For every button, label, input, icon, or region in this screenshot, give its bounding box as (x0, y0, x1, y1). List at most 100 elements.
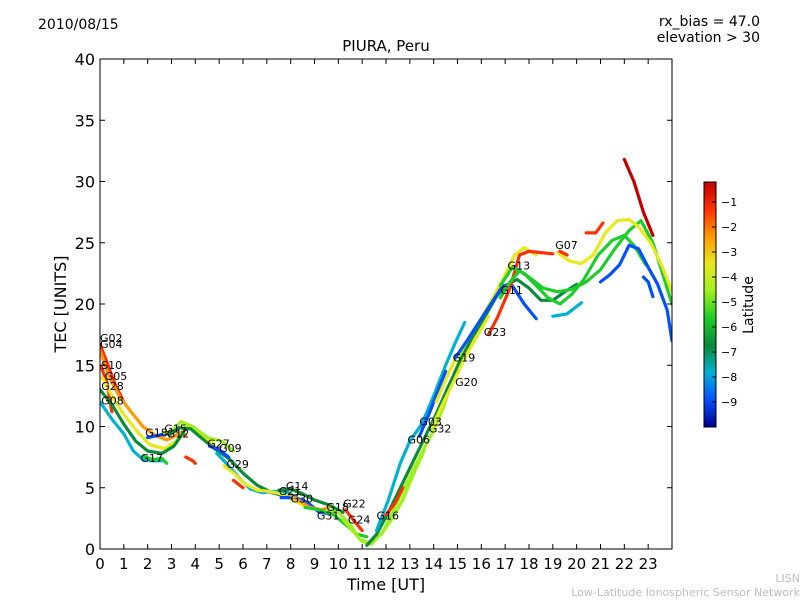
colorbar-tick-label: −4 (721, 271, 737, 284)
satellite-label: G11 (500, 284, 523, 297)
series-g14-line (277, 487, 345, 514)
satellite-label: G06 (407, 434, 430, 447)
y-axis-label: TEC [UNITS] (51, 256, 70, 354)
satellite-label: G03 (419, 415, 442, 428)
x-tick-label: 10 (329, 555, 348, 573)
x-tick-label: 13 (400, 555, 419, 573)
series-g22-line (343, 508, 364, 533)
satellite-label: G13 (508, 260, 531, 273)
rx-bias-label: rx_bias = 47.0 (658, 14, 760, 30)
satellite-label: G18 (326, 501, 349, 514)
satellite-label: G23 (484, 326, 507, 339)
x-tick-label: 4 (191, 555, 201, 573)
chart-title: PIURA, Peru (342, 37, 430, 55)
footer: LISN Low-Latitude Ionospheric Sensor Net… (571, 572, 800, 600)
satellite-label: G29 (226, 458, 249, 471)
colorbar-tick-label: −5 (721, 296, 737, 309)
x-axis-label: Time [UT] (346, 575, 425, 594)
x-tick-label: 11 (353, 555, 372, 573)
satellite-label: G02 (100, 332, 123, 345)
series-g17-line (141, 454, 169, 465)
x-tick-label: 0 (95, 555, 105, 573)
satellite-label: G05 (105, 370, 128, 383)
footer-line1: LISN (775, 572, 800, 585)
x-tick-label: 7 (262, 555, 272, 573)
satellite-labels: G02G04S10G05G28G08G18G15G12G17G27G09G29G… (100, 239, 578, 526)
series-g29-line (222, 464, 319, 511)
satellite-label: G27 (207, 437, 230, 450)
x-tick-label: 1 (119, 555, 129, 573)
series-g16-line (365, 277, 579, 547)
series-g07r-line (558, 249, 569, 257)
series-g21-line (279, 496, 331, 516)
satellite-label: G28 (101, 380, 124, 393)
series-g10-line (584, 221, 605, 235)
colorbar: −1 −2 −3 −4 −5 −6 −7 −8 −9 Latitude (703, 181, 757, 428)
x-tick-label: 12 (376, 555, 395, 573)
satellite-label: G31 (317, 510, 340, 523)
info-box: rx_bias = 47.0 elevation > 30 (657, 14, 760, 46)
series-g25-line (598, 243, 672, 343)
satellite-label: G14 (286, 480, 309, 493)
series-g27-line (208, 444, 231, 459)
satellite-label: G22 (343, 497, 366, 510)
colorbar-tick-label: −9 (721, 396, 737, 409)
satellite-label: G09 (219, 442, 242, 455)
x-tick-label: 18 (519, 555, 538, 573)
satellite-label: G15 (164, 423, 187, 436)
series-g12b-line (184, 455, 197, 465)
series-g06-line (374, 320, 467, 533)
x-tick-label: 9 (310, 555, 320, 573)
series-g29b-line (231, 478, 245, 490)
colorbar-ticks: −1 −2 −3 −4 −5 −6 −7 −8 −9 (712, 196, 737, 409)
colorbar-tick-label: −6 (721, 321, 737, 334)
series-g02-line (100, 342, 126, 404)
colorbar-tick-label: −7 (721, 346, 737, 359)
satellite-label: G16 (376, 510, 399, 523)
satellite-label: G30 (291, 492, 314, 505)
y-tick-label: 35 (75, 111, 95, 130)
satellite-label: G24 (348, 513, 371, 526)
plot-frame (99, 58, 673, 550)
satellite-label: G17 (141, 452, 164, 465)
x-tick-label: 17 (496, 555, 515, 573)
y-tick-label: 15 (75, 356, 95, 375)
satellite-label: G32 (429, 423, 452, 436)
x-tick-label: 14 (424, 555, 443, 573)
colorbar-tick-label: −2 (721, 221, 737, 234)
y-tick-label: 40 (75, 50, 95, 69)
satellite-label: G04 (100, 338, 123, 351)
colorbar-tick-label: −8 (721, 371, 737, 384)
elevation-label: elevation > 30 (656, 30, 760, 46)
series-g03-line (417, 369, 448, 438)
colorbar-gradient (703, 181, 717, 428)
x-tick-label: 23 (639, 555, 658, 573)
y-tick-label: 10 (75, 418, 95, 437)
series-g32-line (429, 314, 491, 431)
x-tick-label: 6 (238, 555, 248, 573)
series-g07-line (556, 217, 672, 294)
series-g31-line (303, 505, 369, 539)
satellite-label: G19 (453, 352, 476, 365)
x-tick-label: 21 (591, 555, 610, 573)
colorbar-tick-label: −1 (721, 196, 737, 209)
series-g13-line (498, 233, 648, 306)
colorbar-tick-label: −3 (721, 246, 737, 259)
footer-line2: Low-Latitude Ionospheric Sensor Network (571, 586, 800, 599)
series-g19-line (453, 284, 538, 360)
satellite-label: G07 (555, 239, 578, 252)
x-tick-label: 15 (448, 555, 467, 573)
y-tick-label: 5 (85, 479, 95, 498)
x-tick-label: 8 (286, 555, 296, 573)
series-g23-line (486, 249, 555, 337)
y-tick-label: 0 (85, 540, 95, 559)
x-tick-label: 3 (167, 555, 177, 573)
x-tick-label: 2 (143, 555, 153, 573)
x-tick-label: 5 (214, 555, 224, 573)
series-layer (100, 157, 672, 547)
colorbar-label: Latitude (741, 276, 757, 334)
y-tick-label: 25 (75, 234, 95, 253)
x-tick-label: 20 (567, 555, 586, 573)
axes: 0 1 2 3 4 5 6 7 8 9 10 11 12 13 14 15 16 17 18 19 20 21 22 2305… (75, 50, 672, 573)
